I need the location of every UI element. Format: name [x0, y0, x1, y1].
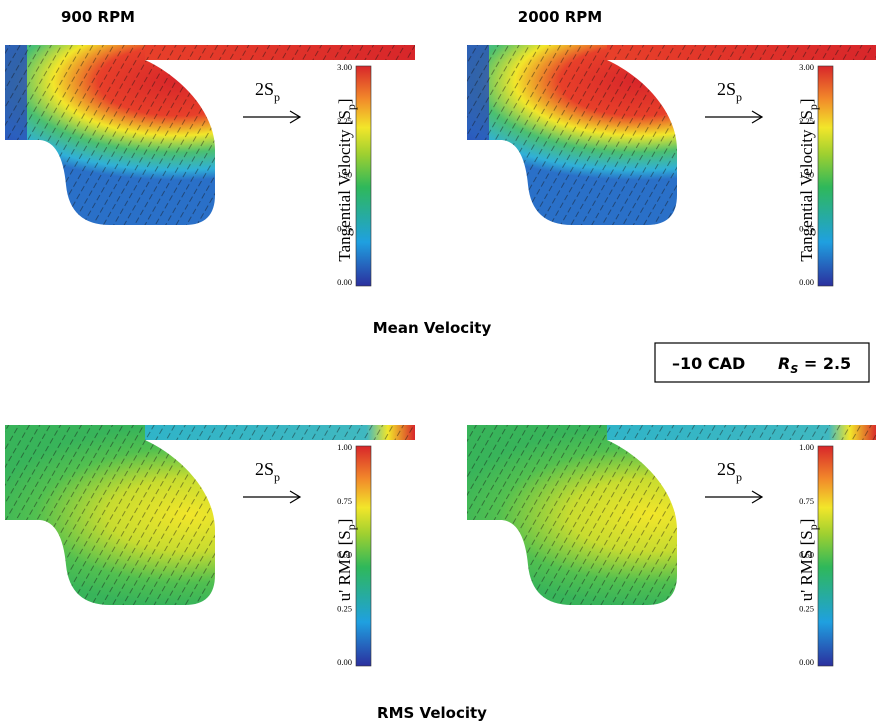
- scale-text: 2S: [255, 459, 274, 479]
- label-text: u' RMS [S: [335, 530, 354, 601]
- scale-label: 2Sp: [717, 79, 742, 104]
- colorbar-tick-label: 2.25: [337, 116, 352, 126]
- colorbar-tick-label: 1.50: [337, 170, 352, 180]
- label-end: ]: [797, 519, 816, 525]
- label-sub: p: [806, 524, 820, 530]
- colorbar: [817, 445, 834, 667]
- colorbar-tick-label: 1.00: [337, 442, 352, 452]
- row-title: RMS Velocity: [377, 704, 487, 722]
- vector-overlay: [5, 425, 415, 605]
- label-sub: p: [344, 104, 358, 110]
- row-title: Mean Velocity: [373, 319, 492, 337]
- colorbar-tick-label: 1.00: [799, 442, 814, 452]
- label-end: ]: [335, 98, 354, 104]
- rs-value: = 2.5: [798, 354, 851, 373]
- label-end: ]: [335, 519, 354, 525]
- colorbar-tick-label: 0.75: [337, 496, 352, 506]
- label-text: Tangential Velocity [S: [335, 110, 354, 261]
- vector-overlay: [5, 45, 415, 225]
- condition-rs: RS = 2.5: [778, 354, 851, 376]
- colorbar-tick-label: 1.50: [799, 170, 814, 180]
- colorbar-tick-label: 0.25: [799, 603, 814, 613]
- colorbar-tick-label: 0.50: [337, 550, 352, 560]
- colorbar-tick-label: 3.00: [337, 62, 352, 72]
- scale-sub: p: [274, 90, 280, 104]
- colorbar-label: Tangential Velocity [Sp]: [797, 98, 820, 261]
- colorbar: [817, 65, 834, 287]
- scale-text: 2S: [717, 459, 736, 479]
- scale-label: 2Sp: [717, 459, 742, 484]
- label-sub: p: [806, 104, 820, 110]
- scale-label: 2Sp: [255, 459, 280, 484]
- scale-text: 2S: [717, 79, 736, 99]
- colorbar-label: u' RMS [Sp]: [797, 519, 820, 602]
- column-title: 2000 RPM: [518, 8, 602, 26]
- label-text: u' RMS [S: [797, 530, 816, 601]
- colorbar-tick-label: 0.75: [337, 223, 352, 233]
- colorbar-tick-label: 3.00: [799, 62, 814, 72]
- rs-symbol: R: [778, 354, 790, 373]
- scale-arrowhead: [751, 110, 764, 124]
- condition-box: [654, 342, 870, 383]
- label-sub: p: [344, 524, 358, 530]
- label-text: Tangential Velocity [S: [797, 110, 816, 261]
- column-title: 900 RPM: [61, 8, 135, 26]
- scale-sub: p: [274, 470, 280, 484]
- rs-sub: S: [790, 363, 798, 376]
- colorbar-label: u' RMS [Sp]: [335, 519, 358, 602]
- scale-sub: p: [736, 470, 742, 484]
- colorbar: [355, 65, 372, 287]
- scale-text: 2S: [255, 79, 274, 99]
- scale-arrowhead: [751, 490, 764, 504]
- label-end: ]: [797, 98, 816, 104]
- scale-arrowhead: [289, 110, 302, 124]
- colorbar-tick-label: 0.00: [337, 657, 352, 667]
- condition-cad: –10 CAD: [672, 354, 745, 373]
- scale-arrowhead: [289, 490, 302, 504]
- colorbar-label: Tangential Velocity [Sp]: [335, 98, 358, 261]
- colorbar-tick-label: 0.50: [799, 550, 814, 560]
- colorbar-tick-label: 0.00: [799, 657, 814, 667]
- scale-sub: p: [736, 90, 742, 104]
- colorbar: [355, 445, 372, 667]
- colorbar-tick-label: 0.25: [337, 603, 352, 613]
- vector-overlay: [467, 45, 876, 225]
- colorbar-tick-label: 0.75: [799, 496, 814, 506]
- vector-overlay: [467, 425, 876, 605]
- colorbar-tick-label: 2.25: [799, 116, 814, 126]
- colorbar-tick-label: 0.75: [799, 223, 814, 233]
- colorbar-tick-label: 0.00: [337, 277, 352, 287]
- colorbar-tick-label: 0.00: [799, 277, 814, 287]
- scale-label: 2Sp: [255, 79, 280, 104]
